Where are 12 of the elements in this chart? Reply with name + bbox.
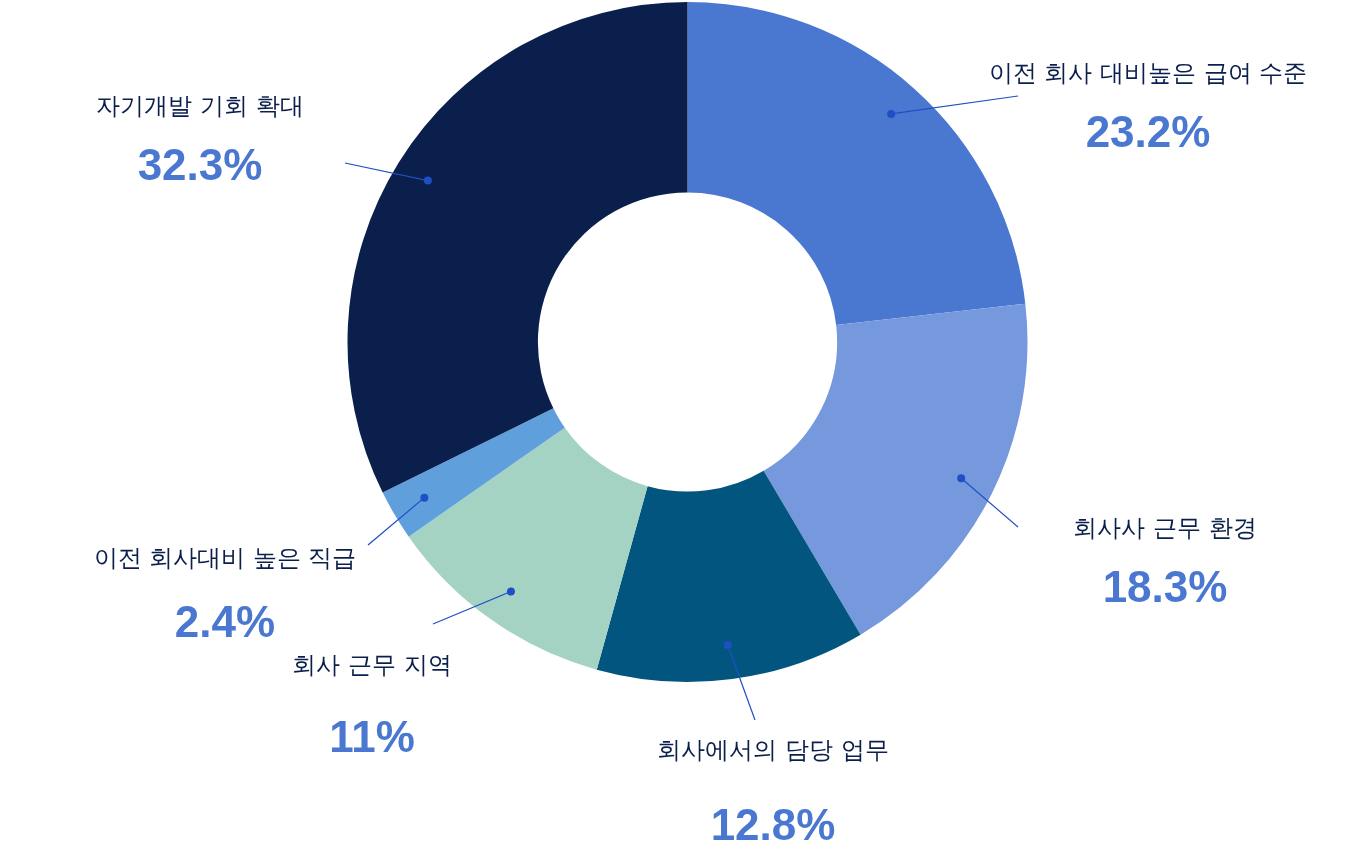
data-label: 32.3% bbox=[137, 140, 263, 190]
slice-label: 회사에서의 담당 업무 bbox=[657, 736, 889, 765]
slice-label: 자기개발 기회 확대 bbox=[96, 92, 304, 121]
data-label: 18.3% bbox=[1102, 562, 1228, 612]
slice-label: 회사사 근무 환경 bbox=[1073, 514, 1257, 543]
data-label: 23.2% bbox=[1085, 107, 1211, 157]
data-label: 2.4% bbox=[174, 597, 276, 647]
data-label: 12.8% bbox=[710, 800, 836, 850]
data-label: 11% bbox=[329, 712, 415, 762]
slice-label: 회사 근무 지역 bbox=[292, 651, 452, 680]
slice-label: 이전 회사대비 높은 직급 bbox=[93, 544, 357, 573]
slice-label: 이전 회사 대비높은 급여 수준 bbox=[988, 59, 1308, 88]
